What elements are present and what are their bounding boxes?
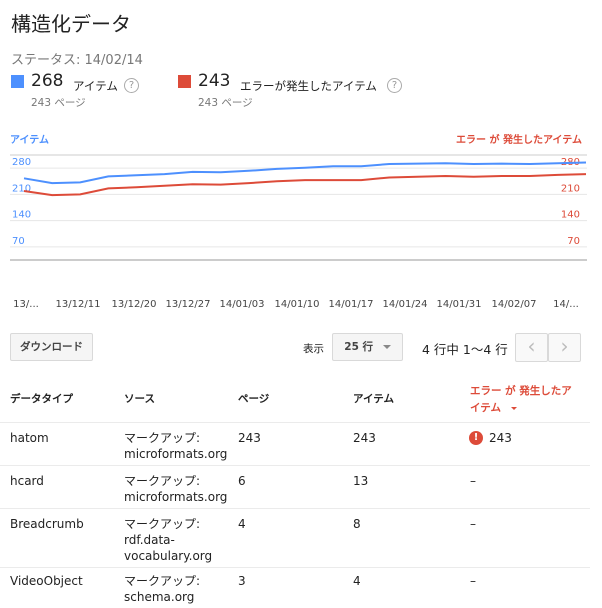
cell-data-type[interactable]: Breadcrumb (10, 517, 84, 531)
x-tick-label: 13/12/20 (112, 299, 157, 310)
row-divider (0, 465, 590, 466)
y-tick-label-right: 70 (567, 236, 580, 247)
rows-per-page-select[interactable]: 25 行 (332, 333, 403, 361)
cell-items: 8 (353, 517, 361, 531)
x-tick-label: 14/01/03 (220, 299, 265, 310)
column-header-errors-line2: イテム (470, 400, 572, 415)
show-rows-label: 表示 (303, 343, 324, 355)
cell-items: 13 (353, 474, 369, 488)
help-icon[interactable]: ? (124, 78, 139, 93)
cell-pages: 6 (238, 474, 246, 488)
series-line-errors (23, 173, 587, 197)
y-tick-label-right: 140 (561, 210, 580, 221)
cell-source: マークアップ: microformats.org (124, 474, 228, 504)
x-tick-label: 13/12/27 (166, 299, 211, 310)
page-title: 構造化データ (11, 12, 131, 36)
y-tick-label-right: 210 (561, 183, 580, 194)
cell-errors: – (470, 517, 476, 531)
cell-source: マークアップ: microformats.org (124, 431, 228, 461)
table-row[interactable]: hcard マークアップ: microformats.org 6 13 – (0, 466, 590, 508)
y-tick-label-left: 280 (12, 157, 31, 168)
cell-data-type[interactable]: hcard (10, 474, 44, 488)
items-label: アイテム (73, 79, 118, 93)
table-row[interactable]: hatom マークアップ: microformats.org 243 243 !… (0, 423, 590, 465)
cell-errors: – (470, 474, 476, 488)
cell-pages: 4 (238, 517, 246, 531)
column-header-errors[interactable]: エラー が 発生したア イテム (470, 383, 572, 415)
row-divider (0, 567, 590, 568)
cell-data-type[interactable]: VideoObject (10, 574, 83, 588)
chart-right-axis-label: エラー が 発生したアイテム (456, 135, 582, 146)
x-tick-label: 13/12/11 (56, 299, 101, 310)
chart-left-axis-label: アイテム (10, 135, 49, 146)
cell-source: マークアップ: schema.org (124, 574, 201, 604)
items-pages: 243 ページ (31, 97, 86, 109)
download-button[interactable]: ダウンロード (10, 333, 93, 361)
y-tick-label-left: 70 (12, 236, 25, 247)
cell-source: マークアップ: rdf.data- vocabulary.org (124, 517, 213, 563)
status-date: ステータス: 14/02/14 (11, 53, 143, 68)
column-header-errors-text: イテム (470, 402, 501, 414)
help-icon[interactable]: ? (387, 78, 402, 93)
items-count: 268 (31, 71, 64, 91)
cell-errors: 243 (489, 431, 512, 445)
table-row[interactable]: VideoObject マークアップ: schema.org 3 4 – (0, 568, 590, 608)
cell-pages: 243 (238, 431, 261, 445)
dropdown-arrow-icon (382, 345, 391, 349)
x-tick-label: 14/01/24 (383, 299, 428, 310)
errors-count: 243 (198, 71, 231, 91)
column-header-items[interactable]: アイテム (353, 393, 394, 405)
cell-items: 4 (353, 574, 361, 588)
cell-items: 243 (353, 431, 376, 445)
column-header-data-type[interactable]: データタイプ (10, 393, 73, 405)
row-divider (0, 508, 590, 509)
x-tick-label: 14/01/10 (275, 299, 320, 310)
cell-errors: – (470, 574, 476, 588)
x-tick-label: 13/... (13, 299, 39, 310)
x-tick-label: 14/01/17 (329, 299, 374, 310)
cell-pages: 3 (238, 574, 246, 588)
items-legend-swatch (11, 75, 24, 88)
y-tick-label-left: 140 (12, 210, 31, 221)
pagination-range: 4 行中 1〜4 行 (422, 342, 508, 357)
previous-page-icon[interactable]: ‹ (515, 333, 548, 362)
table-row[interactable]: Breadcrumb マークアップ: rdf.data- vocabulary.… (0, 509, 590, 567)
errors-pages: 243 ページ (198, 97, 253, 109)
column-header-source[interactable]: ソース (124, 393, 155, 405)
table-divider (0, 422, 590, 423)
column-header-pages[interactable]: ページ (238, 393, 270, 405)
series-line-items (23, 161, 587, 185)
cell-data-type[interactable]: hatom (10, 431, 49, 445)
x-tick-label: 14/... (553, 299, 579, 310)
errors-legend-swatch (178, 75, 191, 88)
sort-descending-icon (510, 406, 517, 410)
error-alert-icon: ! (469, 431, 483, 445)
rows-per-page-value: 25 行 (344, 341, 374, 353)
x-tick-label: 14/01/31 (437, 299, 482, 310)
y-tick-label-left: 210 (12, 183, 31, 194)
x-tick-label: 14/02/07 (492, 299, 537, 310)
next-page-icon[interactable]: › (548, 333, 581, 362)
column-header-errors-line1: エラー が 発生したア (470, 385, 572, 397)
errors-label: エラーが発生したアイテム (240, 79, 377, 93)
